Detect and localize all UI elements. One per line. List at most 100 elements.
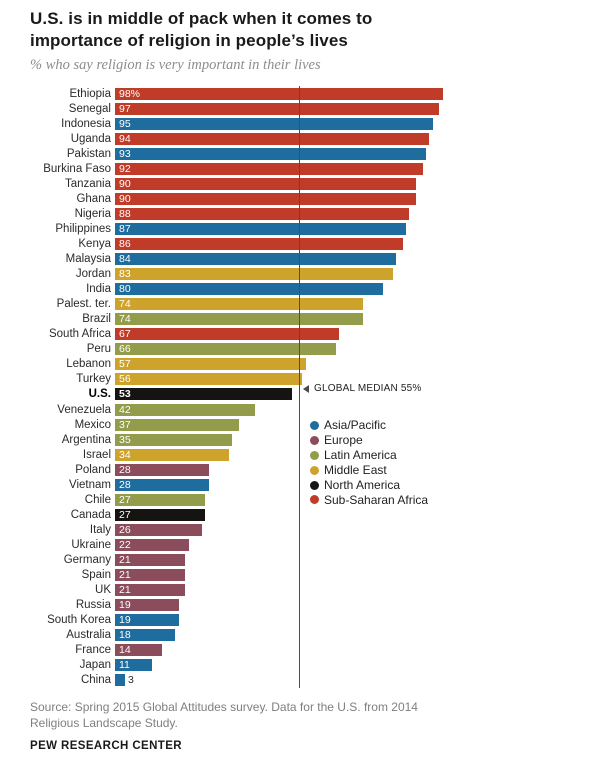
- bar-value-label: 21: [119, 584, 131, 597]
- legend-label: Europe: [324, 433, 363, 448]
- bar-row: Uganda 94: [0, 131, 614, 146]
- bar-track: 22: [115, 538, 614, 551]
- bar-row: France 14: [0, 643, 614, 658]
- country-label: Vietnam: [69, 478, 111, 491]
- left-arrow-icon: [303, 384, 309, 393]
- legend-item: Latin America: [310, 448, 428, 463]
- legend-item: Asia/Pacific: [310, 418, 428, 433]
- bar: 53: [115, 388, 293, 401]
- bar-row: U.S. 53: [0, 387, 614, 402]
- bar-row: Russia 19: [0, 598, 614, 613]
- country-label: Senegal: [68, 102, 111, 115]
- bar: 66: [115, 343, 336, 356]
- legend-item: Middle East: [310, 463, 428, 478]
- bar-track: 28: [115, 478, 614, 491]
- country-label: Russia: [75, 599, 111, 612]
- bar: 27: [115, 508, 206, 521]
- country-label: Spain: [81, 569, 111, 582]
- bar-row: Jordan 83: [0, 267, 614, 282]
- bar-track: 21: [115, 553, 614, 566]
- bar-row: Canada 27: [0, 507, 614, 522]
- bar-track: 26: [115, 523, 614, 536]
- country-label: Palest. ter.: [56, 298, 111, 311]
- bar-value-label: 90: [119, 177, 131, 190]
- country-label: Israel: [82, 448, 111, 461]
- bar-value-label: 57: [119, 358, 131, 371]
- bar-row: South Korea 19: [0, 613, 614, 628]
- bar-value-label: 19: [119, 599, 131, 612]
- bar-value-label: 84: [119, 253, 131, 266]
- country-label: Tanzania: [64, 177, 111, 190]
- bar-row: Palest. ter. 74: [0, 297, 614, 312]
- bar-value-label: 28: [119, 463, 131, 476]
- bar-value-label: 27: [119, 493, 131, 506]
- bar-value-label: 93: [119, 147, 131, 160]
- page-title: U.S. is in middle of pack when it comes …: [30, 8, 372, 52]
- bar-track: 35: [115, 433, 614, 446]
- bar: 87: [115, 222, 406, 235]
- bar-value-label: 22: [119, 538, 131, 551]
- bar-track: 34: [115, 448, 614, 461]
- country-label: U.S.: [88, 388, 111, 401]
- bar: 95: [115, 117, 433, 130]
- country-label: India: [86, 283, 111, 296]
- bar-row: Kenya 86: [0, 236, 614, 251]
- bar-track: 27: [115, 508, 614, 521]
- bar-row: China 3: [0, 673, 614, 688]
- bar: 28: [115, 478, 209, 491]
- bar-track: 67: [115, 328, 614, 341]
- legend-dot-icon: [310, 450, 319, 460]
- bar-value-label: 42: [119, 403, 131, 416]
- bar-track: 53: [115, 388, 614, 401]
- bar: 14: [115, 644, 162, 657]
- country-label: Ukraine: [71, 538, 111, 551]
- bar-row: Venezuela 42: [0, 402, 614, 417]
- bar-row: South Africa 67: [0, 327, 614, 342]
- country-label: Pakistan: [66, 147, 111, 160]
- bar-value-label: 67: [119, 328, 131, 341]
- country-label: Germany: [63, 553, 111, 566]
- bar-row: Nigeria 88: [0, 206, 614, 221]
- bar-value-label: 27: [119, 508, 131, 521]
- bar-row: Burkina Faso 92: [0, 161, 614, 176]
- bar: 22: [115, 538, 189, 551]
- legend-item: North America: [310, 478, 428, 493]
- bar-track: 84: [115, 253, 614, 266]
- bar-row: Ukraine 22: [0, 537, 614, 552]
- bar: 11: [115, 659, 152, 672]
- bar: 19: [115, 614, 179, 627]
- country-label: Turkey: [76, 373, 111, 386]
- bar-value-label: 19: [119, 614, 131, 627]
- country-label: Canada: [70, 508, 111, 521]
- bar: 34: [115, 448, 229, 461]
- country-label: South Africa: [48, 328, 111, 341]
- country-label: Kenya: [78, 237, 111, 250]
- source-note-line-2: Religious Landscape Study.: [30, 715, 178, 730]
- bar: 93: [115, 147, 427, 160]
- country-label: Chile: [84, 493, 111, 506]
- chart-subtitle: % who say religion is very important in …: [30, 57, 321, 73]
- bar: 37: [115, 418, 239, 431]
- bar-row: Spain 21: [0, 568, 614, 583]
- bar-track: 93: [115, 147, 614, 160]
- bar-track: 94: [115, 132, 614, 145]
- bar: 26: [115, 523, 202, 536]
- bar-value-label: 21: [119, 553, 131, 566]
- bar: 74: [115, 313, 363, 326]
- global-median-annotation: GLOBAL MEDIAN 55%: [303, 382, 422, 395]
- bar: [115, 674, 126, 687]
- country-label: Uganda: [70, 132, 111, 145]
- bar-value-label: 34: [119, 448, 131, 461]
- bar-row: Chile 27: [0, 492, 614, 507]
- bar-track: 57: [115, 358, 614, 371]
- legend-label: Asia/Pacific: [324, 418, 387, 433]
- bar-row: Turkey 56: [0, 372, 614, 387]
- bar-track: 56: [115, 373, 614, 386]
- bar-value-label: 88: [119, 207, 131, 220]
- bar-value-label: 74: [119, 313, 131, 326]
- bar-row: India 80: [0, 282, 614, 297]
- bar-value-label: 56: [119, 373, 131, 386]
- bar-track: 92: [115, 162, 614, 175]
- bar-track: 90: [115, 192, 614, 205]
- country-label: Brazil: [82, 313, 111, 326]
